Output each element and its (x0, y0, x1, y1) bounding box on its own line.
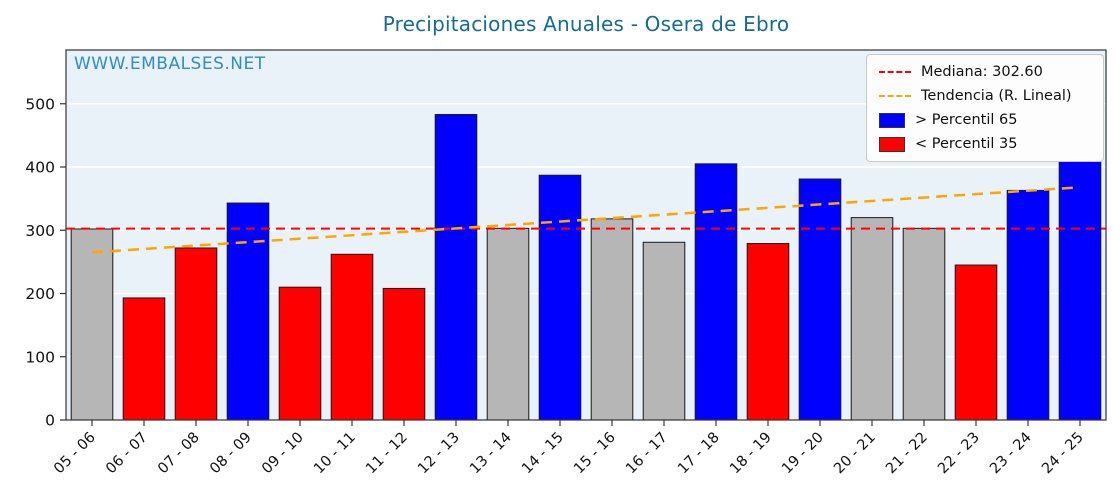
bar-21-22 (902, 227, 946, 421)
bar-17-18 (694, 163, 738, 421)
x-tick-label: 10 - 11 (311, 430, 359, 478)
bar-23-24 (1006, 189, 1050, 421)
y-tick-label: 300 (25, 222, 55, 240)
x-tick-label: 06 - 07 (103, 430, 151, 478)
x-tick-label: 08 - 09 (207, 430, 255, 478)
x-tick-label: 16 - 17 (623, 430, 671, 478)
x-tick-label: 09 - 10 (259, 430, 307, 478)
high-percentile-swatch-icon (879, 112, 905, 128)
trend-line-swatch-icon (879, 95, 911, 97)
bar-24-25 (1058, 134, 1102, 421)
x-tick-label: 12 - 13 (415, 430, 463, 478)
bar-10-11 (330, 253, 374, 421)
legend-item-trend: Tendencia (R. Lineal) (879, 88, 1091, 104)
y-tick-label: 200 (25, 285, 55, 303)
watermark: WWW.EMBALSES.NET (74, 54, 266, 74)
median-line-swatch-icon (879, 71, 911, 73)
low-percentile-swatch-icon (879, 136, 905, 152)
y-tick-label: 0 (45, 412, 55, 430)
bar-05-06 (70, 228, 114, 421)
y-tick-label: 100 (25, 348, 55, 366)
legend-low-label: < Percentil 35 (915, 136, 1018, 152)
x-tick-label: 11 - 12 (363, 430, 411, 478)
bar-06-07 (122, 297, 166, 421)
bar-22-23 (954, 264, 998, 421)
plot-frame (65, 49, 1107, 421)
x-tick-label: 13 - 14 (467, 430, 515, 478)
x-tick-label: 18 - 19 (727, 430, 775, 478)
legend-item-low: < Percentil 35 (879, 136, 1091, 152)
x-tick-label: 15 - 16 (571, 430, 619, 478)
y-tick-label: 400 (25, 159, 55, 177)
bar-18-19 (746, 243, 790, 421)
bar-07-08 (174, 247, 218, 421)
x-tick-label: 22 - 23 (935, 430, 983, 478)
legend: Mediana: 302.60 Tendencia (R. Lineal) > … (866, 54, 1104, 162)
legend-item-median: Mediana: 302.60 (879, 64, 1091, 80)
x-tick-label: 14 - 15 (519, 430, 567, 478)
x-tick-label: 19 - 20 (779, 430, 827, 478)
x-tick-label: 07 - 08 (155, 430, 203, 478)
x-tick-label: 05 - 06 (51, 430, 99, 478)
y-tick-label: 500 (25, 95, 55, 113)
bar-11-12 (382, 287, 426, 421)
x-tick-label: 20 - 21 (831, 430, 879, 478)
legend-median-label: Mediana: 302.60 (921, 64, 1043, 80)
bar-19-20 (798, 178, 842, 421)
x-tick-label: 17 - 18 (675, 430, 723, 478)
chart-title: Precipitaciones Anuales - Osera de Ebro (382, 12, 790, 36)
legend-trend-label: Tendencia (R. Lineal) (921, 88, 1072, 104)
bar-16-17 (642, 241, 686, 421)
bar-08-09 (226, 202, 270, 421)
trend-line (91, 186, 1081, 254)
bar-20-21 (850, 217, 894, 421)
x-tick-label: 23 - 24 (987, 430, 1035, 478)
bar-12-13 (434, 114, 478, 421)
x-tick-label: 21 - 22 (883, 430, 931, 478)
bar-09-10 (278, 286, 322, 421)
bar-13-14 (486, 227, 530, 421)
legend-item-high: > Percentil 65 (879, 112, 1091, 128)
x-tick-label: 24 - 25 (1039, 430, 1087, 478)
bar-15-16 (590, 218, 634, 421)
legend-high-label: > Percentil 65 (915, 112, 1018, 128)
bar-14-15 (538, 174, 582, 421)
